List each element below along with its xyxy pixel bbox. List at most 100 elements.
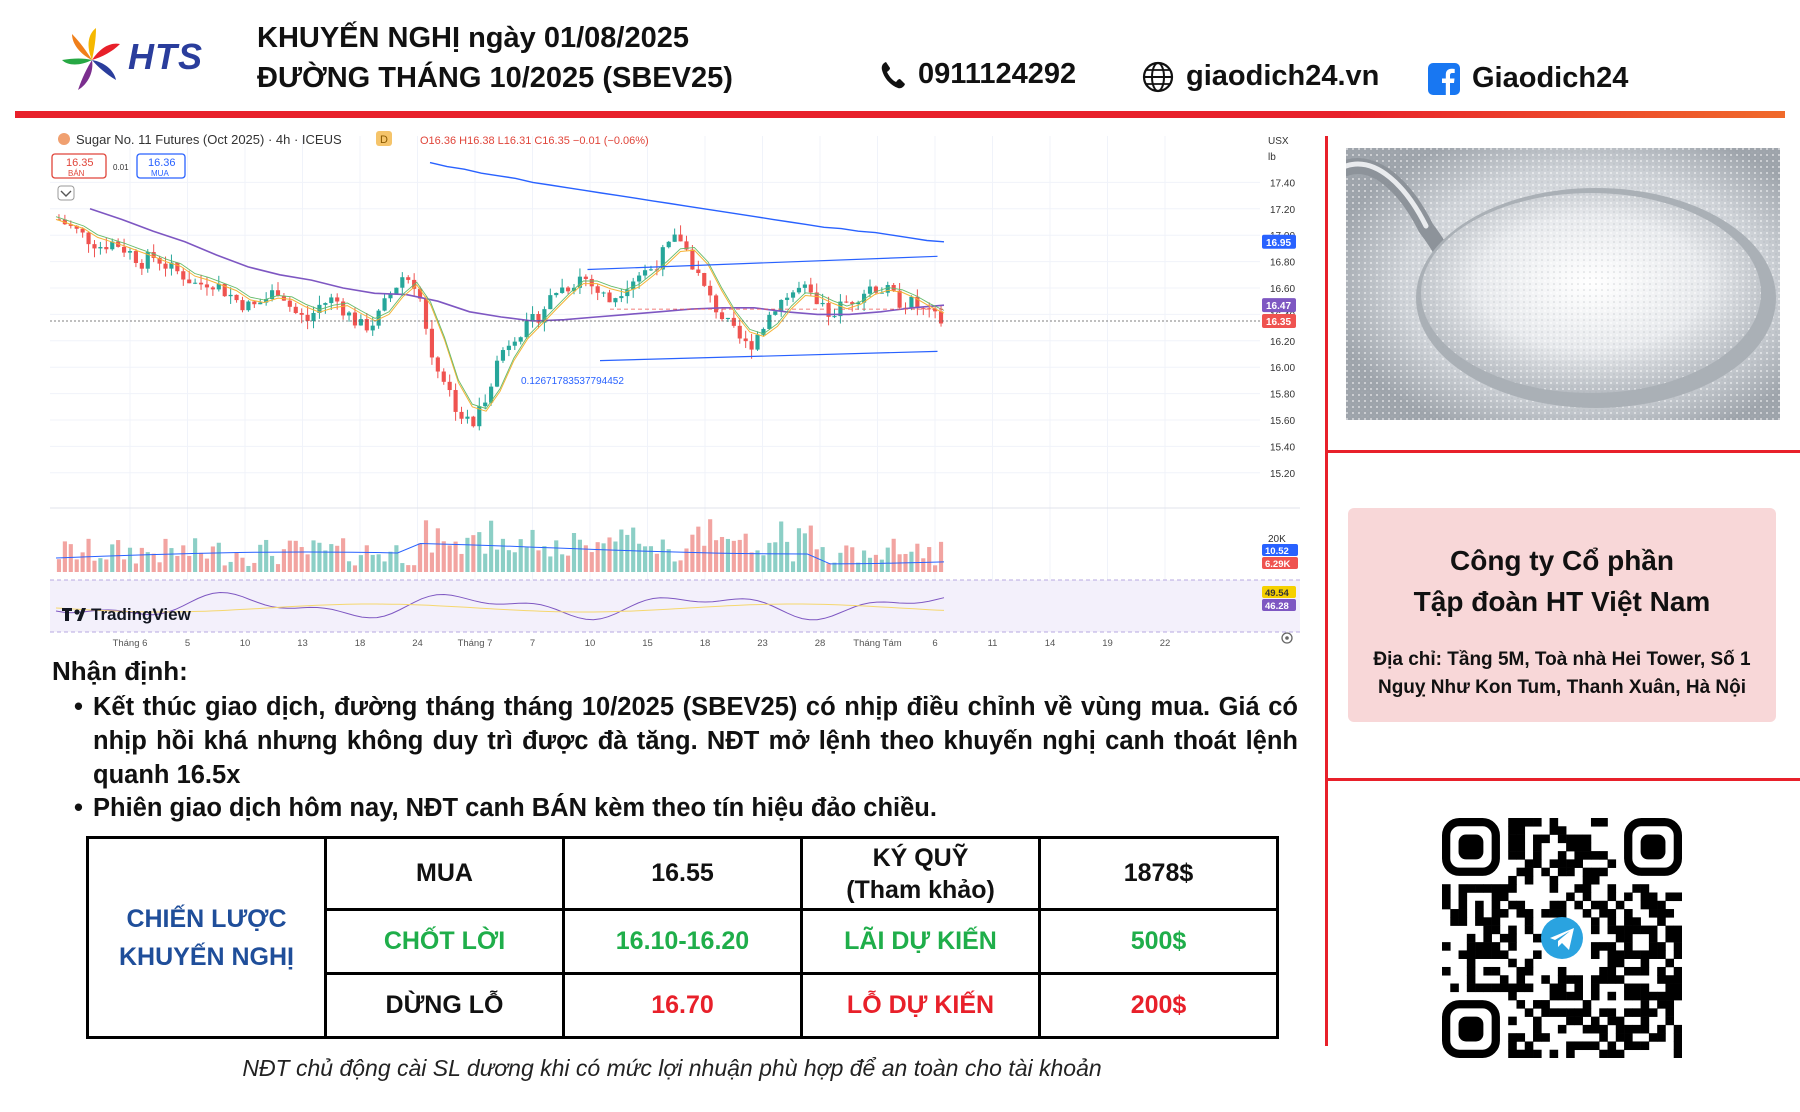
sell-price: 16.35 <box>66 157 94 169</box>
qr-finder-inner <box>1640 834 1666 860</box>
candle-body <box>696 269 701 273</box>
qr-module <box>1483 966 1492 976</box>
hts-logo-icon <box>62 28 120 90</box>
qr-module <box>1640 1008 1650 1017</box>
candle-body <box>790 292 796 298</box>
candle-body <box>382 298 387 311</box>
qr-module <box>1574 900 1583 910</box>
qr-module <box>1458 892 1468 902</box>
qr-module <box>1533 950 1542 959</box>
volume-bar <box>157 562 162 572</box>
volume-bar <box>388 551 393 572</box>
candle-body <box>619 296 624 299</box>
telegram-qr-code[interactable] <box>1442 818 1682 1058</box>
candle-body <box>761 328 766 335</box>
candle-body <box>252 301 257 305</box>
facebook-contact[interactable]: Giaodich24 <box>1428 62 1628 95</box>
report-subtitle: ĐƯỜNG THÁNG 10/2025 (SBEV25) <box>257 62 733 94</box>
logo-text: HTS <box>128 36 203 77</box>
qr-module <box>1524 859 1534 868</box>
company-name-line1: Công ty Cổ phần <box>1450 545 1674 576</box>
qr-module <box>1491 942 1501 951</box>
tradingview-logo-icon <box>62 608 86 621</box>
margin-value: 1878$ <box>1038 836 1279 911</box>
volume-bar <box>270 555 275 572</box>
report-title: KHUYẾN NGHỊ ngày 01/08/2025 <box>257 22 689 54</box>
qr-module <box>1516 1033 1526 1042</box>
qr-module <box>1533 851 1542 860</box>
qr-module <box>1665 975 1675 984</box>
volume-bar <box>127 547 133 572</box>
candle-body <box>299 312 304 315</box>
chart-svg[interactable]: 17.4017.2017.0016.8016.6016.4016.2016.00… <box>50 126 1300 652</box>
volume-bar <box>927 547 932 572</box>
qr-module <box>1632 917 1641 926</box>
collapse-button[interactable] <box>57 185 75 201</box>
margin-label: KÝ QUỸ (Tham khảo) <box>800 836 1041 911</box>
volume-tag <box>1262 557 1298 569</box>
candle-body <box>86 232 91 245</box>
volume-bar <box>447 545 452 572</box>
candle-body <box>702 272 707 286</box>
ma-fast2-line <box>55 216 945 410</box>
qr-module <box>1624 925 1633 935</box>
qr-module <box>1599 1024 1608 1034</box>
volume-bar <box>370 554 375 572</box>
candle-body <box>370 325 375 331</box>
time-tick-label: 22 <box>1160 638 1171 649</box>
volume-bar <box>122 559 127 572</box>
volume-bar <box>222 565 227 572</box>
qr-module <box>1615 900 1625 910</box>
volume-bar <box>524 547 529 572</box>
volume-bar <box>607 537 612 572</box>
candle-body <box>193 282 198 284</box>
candle-body <box>714 295 719 313</box>
qr-module <box>1442 884 1451 893</box>
analysis-bullet-2: • Phiên giao dịch hôm nay, NĐT canh BÁN … <box>74 791 1298 825</box>
channel-lower-line <box>599 350 938 362</box>
qr-module <box>1508 900 1517 910</box>
candle-body <box>577 276 582 288</box>
volume-bar <box>595 542 600 572</box>
candle-body <box>583 276 588 279</box>
qr-module <box>1648 900 1658 910</box>
settings-gear-icon[interactable] <box>1281 632 1293 644</box>
website-contact[interactable]: giaodich24.vn <box>1142 60 1379 93</box>
candle-body <box>672 234 677 242</box>
qr-module <box>1524 966 1534 976</box>
volume-bar <box>566 555 571 572</box>
strategy-heading: CHIẾN LƯỢC KHUYẾN NGHỊ <box>86 836 327 1039</box>
qr-module <box>1640 925 1650 935</box>
candle-body <box>524 320 529 338</box>
phone-contact[interactable]: 0911124292 <box>880 58 1076 91</box>
qr-module <box>1590 867 1600 877</box>
buy-button[interactable] <box>136 153 186 179</box>
volume-bar <box>169 548 174 572</box>
qr-module <box>1599 942 1608 951</box>
channel-annotation: 0.12671783537794452 <box>521 376 624 387</box>
qr-module <box>1557 826 1567 835</box>
expected-loss-label: LỖ DỰ KIẾN <box>800 972 1041 1039</box>
qr-module <box>1632 1041 1641 1051</box>
price-chart[interactable]: 17.4017.2017.0016.8016.6016.4016.2016.00… <box>50 126 1300 652</box>
volume-bar <box>483 553 488 572</box>
volume-bar <box>299 547 304 572</box>
qr-module <box>1607 1049 1617 1058</box>
volume-bar <box>382 561 387 572</box>
qr-module <box>1673 925 1682 935</box>
qr-module <box>1665 925 1675 935</box>
qr-module <box>1549 859 1559 868</box>
volume-bar <box>281 549 286 572</box>
unit-label: lb <box>1268 152 1276 163</box>
qr-module <box>1590 942 1600 951</box>
rsi-band <box>50 580 1300 632</box>
candle-body <box>506 345 511 351</box>
volume-bar <box>145 552 150 572</box>
volume-bar <box>317 542 322 572</box>
volume-bar <box>80 552 85 572</box>
sell-button[interactable] <box>51 153 107 179</box>
buy-action: MUA <box>324 836 565 911</box>
qr-module <box>1657 1024 1666 1034</box>
qr-module <box>1533 1049 1542 1058</box>
qr-module <box>1475 884 1484 893</box>
